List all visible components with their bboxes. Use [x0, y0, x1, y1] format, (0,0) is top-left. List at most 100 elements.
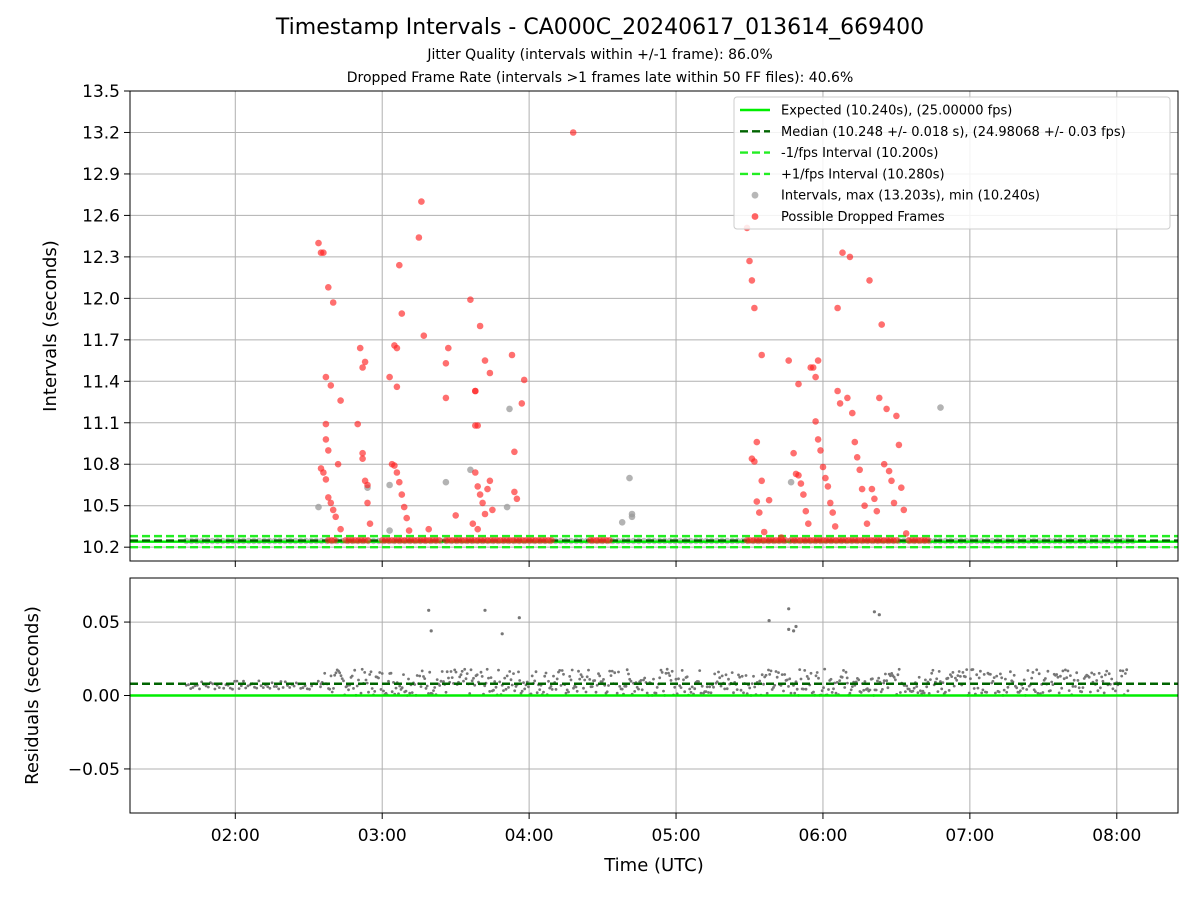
residual-point	[332, 687, 335, 690]
residual-point	[292, 684, 296, 688]
residual-point	[699, 691, 703, 695]
residual-point	[505, 674, 509, 678]
residual-point	[418, 674, 422, 678]
residual-point	[1101, 679, 1105, 683]
residual-point	[390, 690, 394, 694]
residual-point	[752, 674, 755, 678]
residual-point	[719, 684, 723, 688]
residual-point	[965, 668, 969, 671]
residual-point	[319, 685, 322, 689]
residual-point	[830, 691, 834, 694]
residual-point	[975, 673, 979, 677]
residual-point	[427, 692, 430, 695]
residual-point	[299, 687, 303, 690]
residual-point	[204, 684, 208, 688]
residual-point	[1021, 686, 1025, 690]
dropped-frame-point	[472, 387, 479, 395]
residual-point	[378, 671, 382, 674]
dropped-frame-point	[337, 525, 344, 533]
residual-point	[964, 675, 967, 679]
dropped-frame-point	[778, 534, 785, 541]
residual-point	[394, 686, 398, 690]
residual-point	[389, 671, 393, 675]
residual-point	[886, 686, 890, 690]
x-tick-label: 06:00	[798, 826, 847, 846]
residual-point	[937, 670, 941, 673]
residual-point	[1111, 687, 1115, 691]
residual-point	[470, 679, 474, 683]
residual-point	[560, 669, 564, 672]
residual-point	[1061, 669, 1065, 673]
residual-point	[347, 688, 350, 692]
dropped-frame-point	[871, 495, 878, 503]
residual-point	[355, 684, 359, 688]
residual-point	[429, 629, 433, 633]
residual-point	[639, 679, 643, 682]
residual-point	[774, 670, 778, 673]
dropped-frame-point	[756, 509, 763, 516]
dropped-frame-point	[489, 506, 496, 514]
residual-point	[1119, 669, 1122, 672]
residual-point	[718, 676, 722, 680]
residual-point	[487, 676, 490, 680]
residual-point	[253, 685, 256, 689]
residual-point	[803, 669, 807, 672]
residual-point	[277, 687, 281, 691]
residual-point	[423, 677, 427, 680]
residual-point	[709, 691, 713, 695]
residual-point	[367, 690, 370, 694]
residual-point	[952, 684, 956, 688]
dropped-frame-point	[888, 477, 895, 485]
dropped-frame-point	[325, 447, 332, 454]
residual-point	[261, 686, 265, 689]
residual-point	[697, 680, 700, 683]
residual-point	[463, 667, 467, 671]
dropped-frame-point	[356, 344, 364, 352]
residual-point	[643, 676, 647, 680]
residual-point	[897, 667, 901, 671]
residual-point	[1121, 669, 1125, 673]
dropped-frame-point	[873, 507, 881, 515]
residual-point	[544, 671, 548, 675]
dropped-frame-point	[795, 472, 802, 479]
residual-point	[382, 689, 385, 693]
residual-point	[989, 672, 992, 676]
residual-point	[1041, 691, 1045, 694]
residual-point	[507, 686, 510, 689]
interval-point	[937, 404, 944, 411]
residual-point	[1099, 686, 1102, 690]
residual-point	[468, 692, 472, 695]
residual-point	[1107, 672, 1111, 676]
residual-point	[673, 685, 677, 689]
residual-point	[547, 679, 550, 683]
residual-point	[972, 687, 976, 690]
dropped-frame-point	[469, 520, 477, 527]
residual-point	[629, 679, 633, 683]
residual-point	[805, 675, 809, 678]
dropped-frame-point	[400, 503, 408, 511]
legend-entry-label: Expected (10.240s), (25.00000 fps)	[781, 104, 1012, 119]
residual-point	[760, 673, 764, 677]
residual-point	[408, 691, 412, 695]
residual-point	[570, 668, 574, 672]
residual-point	[775, 675, 779, 679]
dropped-frame-point	[359, 364, 366, 371]
residual-point	[920, 692, 924, 695]
residual-point	[534, 670, 538, 674]
residual-point	[660, 671, 664, 674]
residual-point	[615, 691, 619, 695]
dropped-frame-point	[868, 485, 876, 493]
residual-point	[762, 682, 765, 686]
residual-point	[512, 672, 515, 675]
dropped-frame-point	[366, 520, 374, 527]
residual-point	[627, 672, 630, 676]
residual-point	[329, 674, 333, 678]
residual-point	[1080, 690, 1084, 694]
residual-point	[618, 685, 622, 688]
dropped-frame-point	[839, 249, 846, 256]
residual-point	[582, 686, 585, 690]
residual-point	[720, 674, 724, 678]
residual-point	[364, 678, 368, 682]
residual-point	[338, 671, 342, 675]
residual-point	[345, 684, 349, 688]
